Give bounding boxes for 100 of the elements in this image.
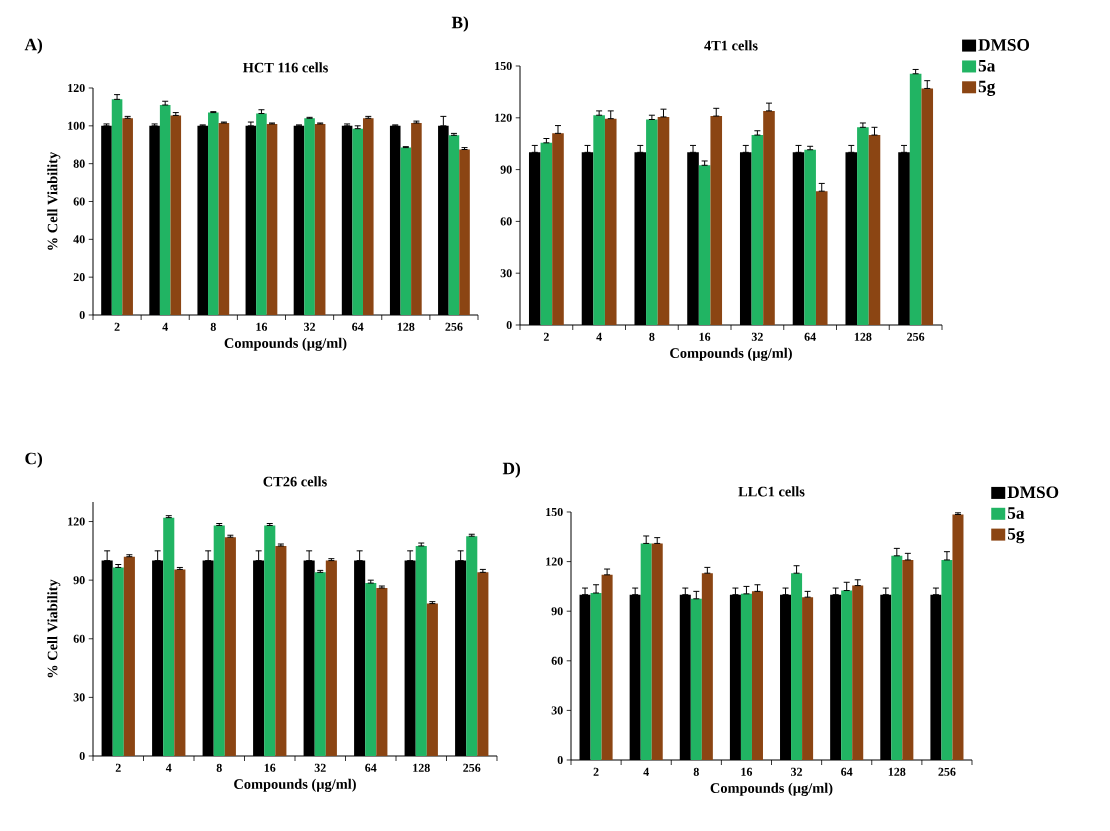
x-tick-label: 128 [413,763,430,772]
bar [304,118,315,315]
bar [701,573,713,760]
chart-title: HCT 116 cells [242,62,328,73]
bar [426,603,438,756]
x-tick-label: 256 [463,763,481,772]
text: C) [25,452,43,468]
bar [868,135,881,325]
bar [857,127,869,325]
x-tick-label: 128 [397,322,415,331]
y-tick-label: 120 [495,113,512,122]
bar [921,88,934,325]
y-tick-label: 100 [68,121,85,130]
y-tick-label: 120 [68,83,85,93]
bar [909,73,922,325]
bar [466,536,478,756]
bar [111,99,123,315]
x-tick-label: 8 [649,332,655,341]
x-tick-label: 128 [854,332,872,341]
x-tick-label: 32 [314,763,326,772]
x-tick-label: 4 [643,767,649,776]
y-tick-label: 20 [73,273,85,282]
legend-label: 5a [1007,507,1025,519]
y-tick-label: 90 [500,165,512,174]
bar [376,587,388,756]
y-tick-label: 0 [79,751,85,761]
y-tick-label: 60 [73,634,85,643]
bar [314,572,326,756]
bar [163,517,175,756]
bar [112,567,124,756]
bar [710,116,723,325]
y-tick-label: 0 [79,310,85,320]
x-tick-label: 64 [804,332,816,341]
x-tick-label: 16 [256,322,268,331]
bar [213,525,225,756]
legend-label: 5g [1007,528,1025,544]
bar [159,105,171,315]
bar [122,118,133,315]
x-axis-title: Compounds (µg/ml) [710,782,833,796]
y-axis-title: % Cell Viability [47,151,61,250]
x-tick-label: 256 [445,322,463,331]
bar [952,514,964,760]
x-tick-label: 32 [751,332,763,341]
bar [690,598,702,760]
y-tick-label: 150 [546,507,563,517]
bar [400,147,412,315]
x-axis-title: Compounds (µg/ml) [234,778,356,792]
x-tick-label: 64 [841,767,853,776]
y-tick-label: 60 [551,656,563,665]
bar [941,559,953,760]
bar [174,569,186,756]
bar [264,525,276,756]
x-tick-label: 2 [114,322,120,331]
x-tick-label: 64 [365,763,377,772]
bar [763,110,775,325]
x-tick-label: 128 [888,767,906,776]
bar [170,115,182,315]
x-tick-label: 64 [352,322,364,331]
x-tick-label: 4 [596,332,602,341]
y-tick-label: 90 [73,576,85,585]
bar [540,142,553,325]
x-tick-label: 32 [304,322,316,331]
legend-label: 5a [978,60,996,72]
y-tick-label: 60 [73,197,85,206]
bar [365,583,377,756]
x-tick-label: 2 [115,763,121,772]
x-tick-label: 256 [907,332,925,341]
bar [352,128,363,315]
x-tick-label: 16 [699,332,711,341]
y-tick-label: 30 [73,693,85,702]
bar [459,149,470,315]
chart-title: LLC1 cells [738,486,805,497]
bar [123,556,135,756]
x-tick-label: 4 [165,763,172,772]
bar [646,119,658,325]
x-tick-label: 2 [593,767,599,776]
chart-title: CT26 cells [263,476,327,487]
chart-title: 4T1 cells [704,40,758,51]
bar [804,149,816,325]
x-tick-label: 16 [741,767,753,776]
bar [604,118,617,325]
x-tick-label: 4 [162,322,168,331]
bar [362,118,374,315]
y-tick-label: 120 [546,557,563,566]
x-tick-label: 256 [938,767,956,776]
x-tick-label: 2 [543,332,549,341]
bar [751,135,764,325]
bar [314,123,326,315]
bar [601,574,613,760]
y-tick-label: 0 [506,320,512,330]
bar [275,545,287,756]
y-tick-label: 80 [73,159,85,168]
x-tick-label: 8 [216,763,222,772]
y-tick-label: 30 [551,706,563,715]
bar [751,591,763,760]
bar [791,573,803,760]
y-tick-label: 0 [557,755,563,765]
x-tick-label: 32 [791,767,803,776]
bar [325,560,337,756]
text: B) [451,16,469,32]
